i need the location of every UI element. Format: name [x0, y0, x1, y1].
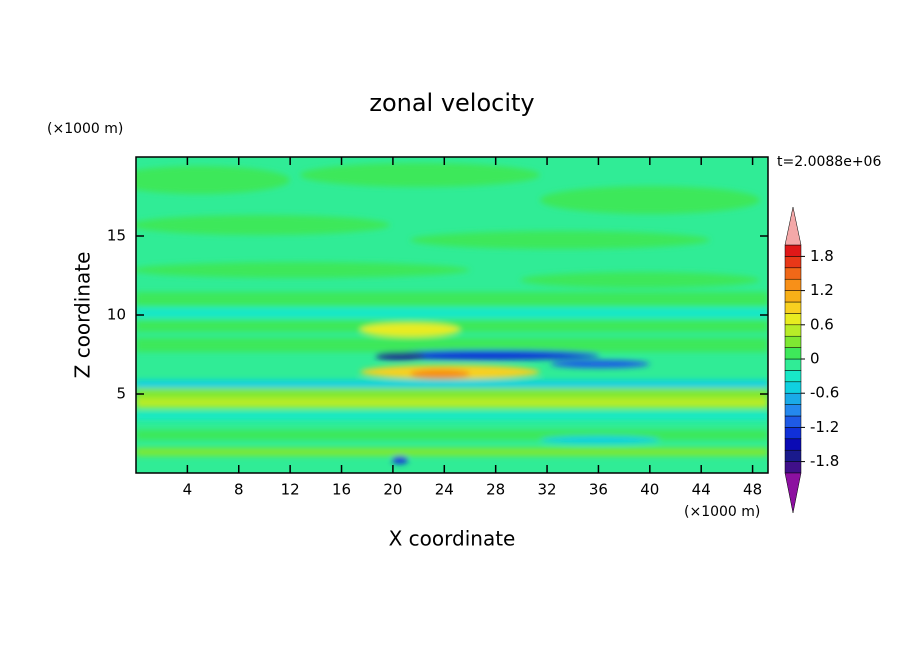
colorbar-bin	[784, 370, 802, 383]
y-unit: (×1000 m)	[47, 121, 123, 137]
colorbar-bin	[784, 290, 802, 303]
x-tick-label: 12	[281, 481, 300, 499]
colorbar-tick-label: -0.6	[810, 384, 839, 402]
x-tick-label: 8	[234, 481, 244, 499]
y-axis-label: Z coordinate	[71, 252, 95, 379]
x-tick-label: 48	[743, 481, 762, 499]
y-tick-label: 10	[107, 306, 126, 324]
colorbar-bin	[784, 267, 802, 280]
x-tick-label: 36	[589, 481, 608, 499]
colorbar-tick-label: -1.2	[810, 418, 839, 436]
colorbar-bin	[784, 324, 802, 337]
x-tick-label: 40	[640, 481, 659, 499]
colorbar-bin	[784, 438, 802, 451]
x-tick-label: 20	[383, 481, 402, 499]
colorbar-tick-label: -1.8	[810, 452, 839, 470]
colorbar-over	[784, 206, 802, 246]
colorbar-under	[784, 472, 802, 514]
x-tick-label: 44	[692, 481, 711, 499]
x-tick-label: 28	[486, 481, 505, 499]
x-tick-label: 4	[183, 481, 193, 499]
colorbar-bin	[784, 301, 802, 314]
colorbar-bin	[784, 358, 802, 371]
colorbar-bin	[784, 244, 802, 257]
colorbar-bin	[784, 335, 802, 348]
colorbar-tick-label: 0.6	[810, 315, 834, 333]
x-tick-label: 16	[332, 481, 351, 499]
colorbar-bin	[784, 381, 802, 394]
colorbar-bin	[784, 392, 802, 405]
colorbar-bin	[784, 461, 802, 474]
y-tick-label: 5	[116, 385, 126, 403]
contour-field	[136, 157, 768, 473]
colorbar-tick-label: 1.2	[810, 281, 834, 299]
colorbar-bin	[784, 278, 802, 291]
colorbar-bin	[784, 313, 802, 326]
y-tick-label: 15	[107, 227, 126, 245]
x-axis-label: X coordinate	[389, 527, 516, 551]
colorbar-bin	[784, 449, 802, 462]
x-tick-label: 32	[538, 481, 557, 499]
colorbar-bin	[784, 415, 802, 428]
colorbar-tick-label: 0	[810, 350, 820, 368]
colorbar-bin	[784, 427, 802, 440]
x-tick-label: 24	[435, 481, 454, 499]
time-label: t=2.0088e+06	[777, 154, 881, 170]
x-unit: (×1000 m)	[684, 504, 760, 520]
colorbar-bin	[784, 347, 802, 360]
chart-title: zonal velocity	[369, 89, 534, 117]
colorbar-tick-label: 1.8	[810, 247, 834, 265]
colorbar-bin	[784, 256, 802, 269]
colorbar-bin	[784, 404, 802, 417]
